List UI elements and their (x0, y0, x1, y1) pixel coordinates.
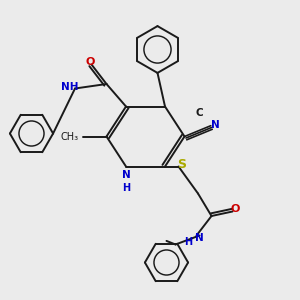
Text: H: H (122, 183, 130, 193)
Text: NH: NH (61, 82, 78, 92)
Text: N: N (122, 170, 130, 180)
Text: H: H (184, 237, 192, 247)
Text: C: C (195, 107, 203, 118)
Text: S: S (178, 158, 187, 171)
Text: N: N (211, 119, 220, 130)
Text: CH₃: CH₃ (61, 131, 79, 142)
Text: N: N (194, 233, 203, 243)
Text: O: O (85, 56, 95, 67)
Text: O: O (231, 203, 240, 214)
